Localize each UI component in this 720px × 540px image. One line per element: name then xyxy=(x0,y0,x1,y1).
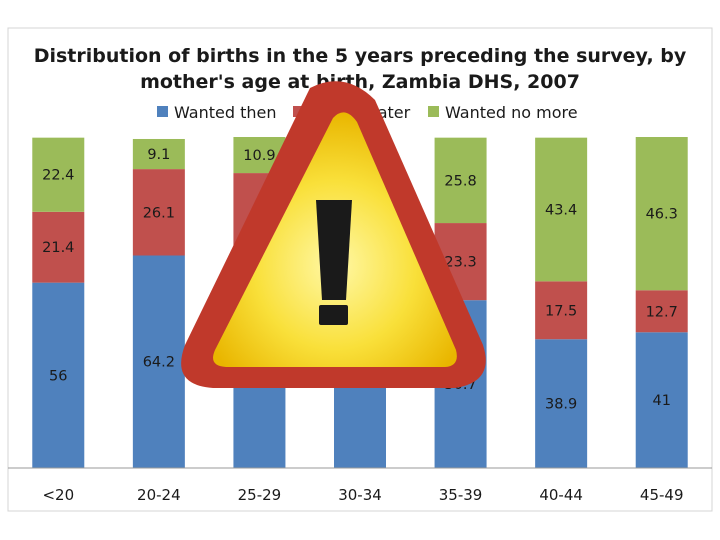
x-tick-label-6: 45-49 xyxy=(640,486,684,504)
data-label-wanted-then-0: 56 xyxy=(49,368,67,384)
bar-segment-wanted-no-more-6 xyxy=(635,137,688,291)
data-label-wanted-no-more-6: 46.3 xyxy=(646,207,678,223)
exclamation-bar xyxy=(316,200,352,300)
x-tick-label-2: 25-29 xyxy=(238,486,282,504)
bar-segment-wanted-then-0 xyxy=(32,282,85,468)
chart-title-line-1: Distribution of births in the 5 years pr… xyxy=(34,45,687,67)
legend-swatch-wanted-no-more xyxy=(428,106,439,117)
x-tick-label-3: 30-34 xyxy=(338,486,382,504)
bar-segment-wanted-no-more-5 xyxy=(535,137,588,282)
data-label-wanted-then-1: 64.2 xyxy=(143,355,175,371)
legend-label-wanted-then: Wanted then xyxy=(174,103,277,122)
bar-segment-wanted-then-1 xyxy=(132,255,185,468)
bar-segment-wanted-later-5 xyxy=(535,281,588,340)
x-axis-tick-labels: <20 20-24 25-29 30-34 35-39 40-44 45-49 xyxy=(42,486,683,504)
data-label-wanted-later-0: 21.4 xyxy=(42,240,74,256)
x-tick-label-0: <20 xyxy=(42,486,74,504)
legend-swatch-wanted-then xyxy=(157,106,168,117)
x-tick-label-1: 20-24 xyxy=(137,486,181,504)
data-label-wanted-no-more-4: 25.8 xyxy=(444,173,476,189)
data-label-wanted-no-more-1: 9.1 xyxy=(147,147,170,163)
warning-triangle-icon xyxy=(181,81,486,388)
data-label-wanted-no-more-5: 43.4 xyxy=(545,202,577,218)
bar-segment-wanted-no-more-0 xyxy=(32,137,85,212)
bar-segment-wanted-then-6 xyxy=(635,332,688,468)
bar-segment-wanted-no-more-4 xyxy=(434,137,487,224)
data-label-wanted-then-6: 41 xyxy=(652,393,670,409)
x-tick-label-4: 35-39 xyxy=(439,486,483,504)
data-label-wanted-no-more-2: 10.9 xyxy=(243,148,275,164)
legend-label-wanted-no-more: Wanted no more xyxy=(445,103,578,122)
data-label-wanted-later-6: 12.7 xyxy=(646,304,678,320)
data-label-wanted-later-4: 23.3 xyxy=(444,255,476,271)
bar-segment-wanted-no-more-1 xyxy=(132,138,185,170)
bar-segment-wanted-later-6 xyxy=(635,290,688,333)
x-tick-label-5: 40-44 xyxy=(539,486,583,504)
data-label-wanted-no-more-0: 22.4 xyxy=(42,168,74,184)
legend-swatch-wanted-later xyxy=(293,106,304,117)
chart-title-line-2: mother's age at birth, Zambia DHS, 2007 xyxy=(140,71,580,93)
bar-segment-wanted-later-0 xyxy=(32,211,85,283)
bar-segment-wanted-then-5 xyxy=(535,339,588,468)
bar-segment-wanted-later-1 xyxy=(132,169,185,256)
exclamation-dot xyxy=(319,305,348,325)
data-label-wanted-later-1: 26.1 xyxy=(143,205,175,221)
data-label-wanted-later-5: 17.5 xyxy=(545,303,577,319)
data-label-wanted-then-5: 38.9 xyxy=(545,397,577,413)
